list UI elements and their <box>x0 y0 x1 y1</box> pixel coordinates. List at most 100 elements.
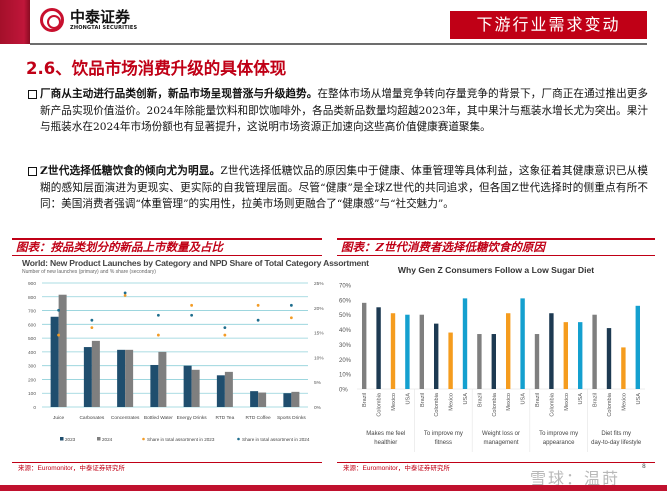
left-source-note: 来源：Euromonitor，中泰证券研究所 <box>12 462 322 476</box>
group-label: management <box>483 440 518 446</box>
bar-2024 <box>91 340 100 407</box>
bar-2024 <box>158 351 167 407</box>
bar-mexico <box>506 313 511 389</box>
bar-usa <box>462 298 468 389</box>
country-label: USA <box>405 393 411 405</box>
group-label: Weight loss or <box>482 431 520 437</box>
y-tick-label: 70% <box>339 284 352 290</box>
group-label: To improve my <box>424 431 463 437</box>
bullet-lead: 厂商从主动进行品类创新，新品市场呈现普涨与升级趋势。 <box>40 88 318 100</box>
y2-tick-label: 20% <box>314 306 324 312</box>
country-label: Mexico <box>621 393 627 411</box>
y-tick-label: 10% <box>339 373 352 379</box>
country-label: Colombia <box>492 392 498 417</box>
bar-brazil <box>592 314 597 389</box>
group-label: To improve my <box>539 431 578 437</box>
share-2023-marker <box>123 294 127 297</box>
bar-2024 <box>224 371 233 407</box>
country-label: Colombia <box>434 392 440 417</box>
y-tick-label: 400 <box>28 350 36 356</box>
share-2023-marker <box>190 303 194 307</box>
new-launches-plot: 0 100 200 300 400 500 600 700 800 900 0% 5% 10% 15% 20… <box>28 281 324 442</box>
legend-swatch <box>142 437 145 441</box>
legend-swatch <box>60 437 64 441</box>
country-label: Mexico <box>506 393 512 411</box>
header-accent-bar <box>0 0 30 44</box>
x-category-label: Sports Drinks <box>277 415 306 421</box>
group-label: day-to-day lifestyle <box>591 440 642 446</box>
bar-mexico <box>390 313 396 389</box>
x-category-label: Juice <box>53 415 65 421</box>
y2-tick-label: 25% <box>314 281 324 287</box>
bar-usa <box>520 298 525 389</box>
watermark-text: 雪球：温莳 <box>530 469 621 488</box>
company-logo: 中泰证券 ZHONGTAI SECURITIES <box>40 8 137 32</box>
bullet-lead: Z世代选择低糖饮食的倾向尤为明显。 <box>40 165 221 177</box>
square-bullet-icon <box>28 90 37 99</box>
bar-2023 <box>50 316 59 407</box>
y2-tick-label: 15% <box>314 331 324 337</box>
bar-brazil <box>534 334 540 389</box>
country-label: Brazil <box>420 393 426 407</box>
right-figure-caption: 图表：Z世代消费者选择低糖饮食的原因 <box>337 238 655 256</box>
x-category-label: Concentrates <box>111 415 140 421</box>
country-label: USA <box>636 393 642 405</box>
bar-2023 <box>216 375 225 407</box>
share-2023-marker <box>223 333 227 337</box>
logo-en-text: ZHONGTAI SECURITIES <box>70 25 138 31</box>
y2-tick-label: 10% <box>314 355 324 361</box>
bullet-body: Z世代选择低糖饮品的原因集中于健康、体重管理等具体利益，这象征着其健康意识已从模… <box>40 165 648 210</box>
share-2023-marker <box>57 333 61 337</box>
bar-2023 <box>183 365 192 407</box>
y-tick-label: 40% <box>339 328 352 334</box>
group-label: Diet fits my <box>601 431 631 437</box>
country-label: USA <box>463 393 469 405</box>
share-2024-marker <box>57 308 61 312</box>
y-tick-label: 50% <box>339 313 352 319</box>
legend-swatch <box>97 437 101 441</box>
chart-title: Why Gen Z Consumers Follow a Low Sugar D… <box>397 265 595 275</box>
country-label: Colombia <box>607 392 613 417</box>
share-2024-marker <box>123 291 127 295</box>
bar-colombia <box>434 323 439 389</box>
country-label: Brazil <box>535 393 541 407</box>
legend-swatch <box>237 437 240 441</box>
bar-2023 <box>117 349 126 407</box>
legend-label: Share in total assortment in 2024 <box>242 437 310 442</box>
bar-mexico <box>621 347 626 389</box>
country-label: Brazil <box>593 393 599 407</box>
bullet-point-2: Z世代选择低糖饮食的倾向尤为明显。Z世代选择低糖饮品的原因集中于健康、体重管理等… <box>28 163 648 213</box>
country-label: Brazil <box>477 393 483 407</box>
group-label: appearance <box>543 440 575 446</box>
country-label: Colombia <box>549 392 555 417</box>
x-category-label: Energy Drinks <box>177 415 208 421</box>
right-source-note: 来源：Euromonitor，中泰证券研究所 <box>337 462 655 476</box>
bar-brazil <box>477 334 482 389</box>
square-bullet-icon <box>28 167 37 176</box>
bar-colombia <box>376 307 381 389</box>
y-tick-label: 800 <box>28 295 36 301</box>
bar-usa <box>635 305 640 389</box>
bar-2023 <box>83 347 92 407</box>
country-label: Brazil <box>362 393 368 407</box>
y-tick-label: 300 <box>28 364 36 370</box>
chart-title: World: New Product Launches by Category … <box>22 258 369 268</box>
bar-mexico <box>448 332 453 389</box>
bar-usa <box>405 314 410 389</box>
group-label: Makes me feel <box>366 431 405 437</box>
bar-2024 <box>58 294 67 407</box>
logo-cn-text: 中泰证券 <box>70 8 131 26</box>
y2-tick-label: 0% <box>314 405 322 411</box>
share-2023-marker <box>90 326 94 330</box>
chart-subtitle: Number of new launches (primary) and % s… <box>22 269 156 275</box>
header-divider <box>30 43 647 45</box>
page-number: 8 <box>642 463 646 470</box>
page-title: 2.6、饮品市场消费升级的具体体现 <box>26 59 287 78</box>
y-tick-label: 900 <box>28 281 36 287</box>
bar-2023 <box>283 393 292 407</box>
country-label: Mexico <box>449 393 455 411</box>
y-tick-label: 0 <box>33 405 36 411</box>
bar-colombia <box>606 328 612 389</box>
bullet-body: 在整体市场从增量竞争转向存量竞争的背景下，厂商正在通过推出更多新产品实现价值溢价… <box>40 88 649 133</box>
y-tick-label: 100 <box>28 391 36 397</box>
